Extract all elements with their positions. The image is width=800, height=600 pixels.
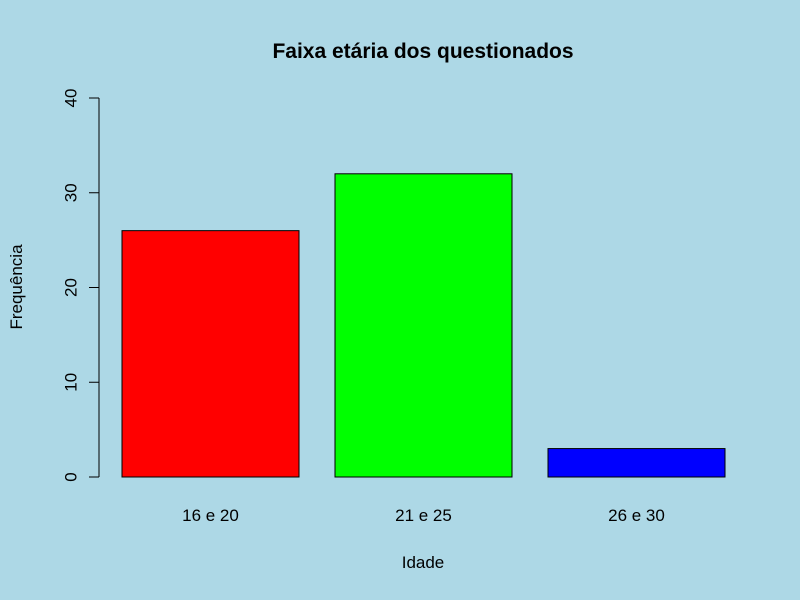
y-tick-label: 30 [62,183,81,202]
chart-title: Faixa etária dos questionados [272,40,573,63]
x-tick-label: 21 e 25 [395,506,452,525]
y-axis-label: Frequência [7,244,26,330]
bar-1 [121,230,300,478]
y-tick-label: 10 [62,373,81,392]
x-tick-label: 16 e 20 [182,506,239,525]
y-tick-label: 20 [62,278,81,297]
bar-3 [547,448,726,478]
bars-group [121,173,726,478]
y-axis: 0 10 20 30 40 [62,89,100,482]
bar-2 [334,173,513,478]
x-axis-label: Idade [402,553,445,572]
x-tick-labels: 16 e 20 21 e 25 26 e 30 [182,506,665,525]
x-tick-label: 26 e 30 [608,506,665,525]
y-tick-label: 0 [62,472,81,481]
y-tick-label: 40 [62,89,81,108]
